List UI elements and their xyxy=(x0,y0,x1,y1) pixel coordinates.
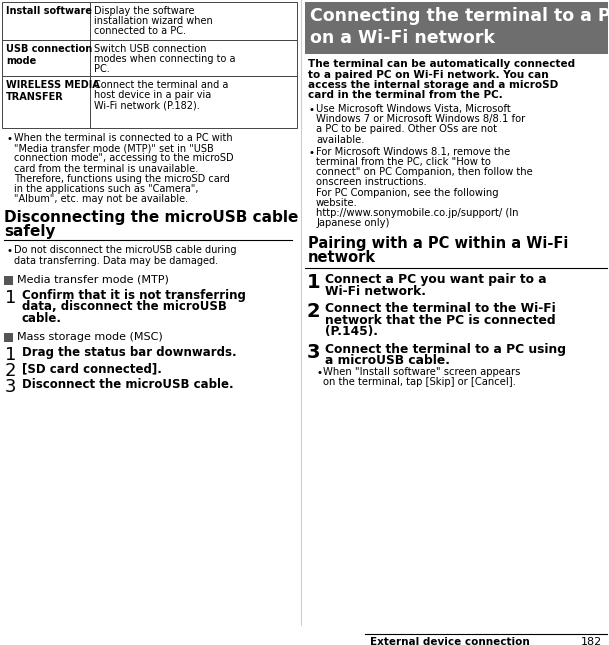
Text: "Media transfer mode (MTP)" set in "USB: "Media transfer mode (MTP)" set in "USB xyxy=(14,143,214,154)
Text: network that the PC is connected: network that the PC is connected xyxy=(325,314,555,327)
Text: Connect the terminal and a: Connect the terminal and a xyxy=(94,80,228,90)
Text: terminal from the PC, click "How to: terminal from the PC, click "How to xyxy=(316,157,491,167)
Text: 2: 2 xyxy=(5,362,16,381)
Text: Connecting the terminal to a PC: Connecting the terminal to a PC xyxy=(310,7,609,25)
Text: in the applications such as "Camera",: in the applications such as "Camera", xyxy=(14,184,199,194)
Text: [SD card connected].: [SD card connected]. xyxy=(22,362,162,375)
Text: on the terminal, tap [Skip] or [Cancel].: on the terminal, tap [Skip] or [Cancel]. xyxy=(323,377,516,387)
Text: connect" on PC Companion, then follow the: connect" on PC Companion, then follow th… xyxy=(316,167,533,177)
Text: card from the terminal is unavailable.: card from the terminal is unavailable. xyxy=(14,164,199,174)
Text: on a Wi-Fi network: on a Wi-Fi network xyxy=(310,29,495,47)
Text: a PC to be paired. Other OSs are not: a PC to be paired. Other OSs are not xyxy=(316,124,497,134)
Text: •: • xyxy=(308,148,314,158)
Text: PC.: PC. xyxy=(94,64,110,74)
Text: Japanese only): Japanese only) xyxy=(316,218,389,228)
Text: Drag the status bar downwards.: Drag the status bar downwards. xyxy=(22,346,237,359)
Text: 1: 1 xyxy=(307,273,320,292)
Text: "Album", etc. may not be available.: "Album", etc. may not be available. xyxy=(14,194,188,204)
Text: installation wizard when: installation wizard when xyxy=(94,16,213,26)
Text: External device connection: External device connection xyxy=(370,637,530,645)
Text: •: • xyxy=(6,134,12,144)
Text: When "Install software" screen appears: When "Install software" screen appears xyxy=(323,367,520,377)
Bar xyxy=(2,76,297,128)
Text: For Microsoft Windows 8.1, remove the: For Microsoft Windows 8.1, remove the xyxy=(316,147,510,157)
Text: onscreen instructions.: onscreen instructions. xyxy=(316,177,427,188)
Text: data transferring. Data may be damaged.: data transferring. Data may be damaged. xyxy=(14,255,218,266)
Text: access the internal storage and a microSD: access the internal storage and a microS… xyxy=(308,80,558,90)
Text: Install software: Install software xyxy=(6,6,92,16)
Text: Display the software: Display the software xyxy=(94,6,194,16)
Text: Media transfer mode (MTP): Media transfer mode (MTP) xyxy=(17,275,169,285)
Text: website.: website. xyxy=(316,198,358,208)
Text: Use Microsoft Windows Vista, Microsoft: Use Microsoft Windows Vista, Microsoft xyxy=(316,104,511,114)
Bar xyxy=(4,276,13,285)
Text: Connect a PC you want pair to a: Connect a PC you want pair to a xyxy=(325,273,547,286)
Text: network: network xyxy=(308,250,376,265)
Text: USB connection
mode: USB connection mode xyxy=(6,44,92,66)
Text: 1: 1 xyxy=(5,346,16,364)
Text: •: • xyxy=(6,246,12,257)
Text: When the terminal is connected to a PC with: When the terminal is connected to a PC w… xyxy=(14,133,233,143)
Text: connection mode", accessing to the microSD: connection mode", accessing to the micro… xyxy=(14,154,234,163)
Text: •: • xyxy=(316,368,322,378)
Text: Pairing with a PC within a Wi-Fi: Pairing with a PC within a Wi-Fi xyxy=(308,237,568,252)
Text: Switch USB connection: Switch USB connection xyxy=(94,44,206,54)
Text: to a paired PC on Wi-Fi network. You can: to a paired PC on Wi-Fi network. You can xyxy=(308,70,549,79)
Text: Disconnecting the microUSB cable: Disconnecting the microUSB cable xyxy=(4,210,298,225)
Text: 2: 2 xyxy=(307,303,320,321)
Text: WIRELESS MEDIA
TRANSFER: WIRELESS MEDIA TRANSFER xyxy=(6,80,100,103)
Text: http://www.sonymobile.co.jp/support/ (In: http://www.sonymobile.co.jp/support/ (In xyxy=(316,208,518,218)
Text: connected to a PC.: connected to a PC. xyxy=(94,26,186,36)
Text: safely: safely xyxy=(4,224,55,239)
Text: (P.145).: (P.145). xyxy=(325,325,378,339)
Text: available.: available. xyxy=(316,135,365,144)
Bar xyxy=(2,2,297,40)
Text: Do not disconnect the microUSB cable during: Do not disconnect the microUSB cable dur… xyxy=(14,245,236,255)
Text: For PC Companion, see the following: For PC Companion, see the following xyxy=(316,188,499,197)
Text: Connect the terminal to a PC using: Connect the terminal to a PC using xyxy=(325,343,566,356)
Text: Wi-Fi network (P.182).: Wi-Fi network (P.182). xyxy=(94,100,200,110)
Bar xyxy=(2,40,297,76)
Text: The terminal can be automatically connected: The terminal can be automatically connec… xyxy=(308,59,575,69)
Text: Connect the terminal to the Wi-Fi: Connect the terminal to the Wi-Fi xyxy=(325,303,556,315)
Text: Mass storage mode (MSC): Mass storage mode (MSC) xyxy=(17,332,163,342)
Text: Wi-Fi network.: Wi-Fi network. xyxy=(325,285,426,298)
Text: host device in a pair via: host device in a pair via xyxy=(94,90,211,100)
Text: •: • xyxy=(308,105,314,115)
Text: cable.: cable. xyxy=(22,312,62,325)
Text: 182: 182 xyxy=(581,637,602,645)
Text: data, disconnect the microUSB: data, disconnect the microUSB xyxy=(22,301,227,313)
Text: Therefore, functions using the microSD card: Therefore, functions using the microSD c… xyxy=(14,174,230,184)
Text: Confirm that it is not transferring: Confirm that it is not transferring xyxy=(22,289,246,302)
Bar xyxy=(305,2,608,54)
Text: 3: 3 xyxy=(5,379,16,396)
Text: 3: 3 xyxy=(307,343,320,362)
Text: card in the terminal from the PC.: card in the terminal from the PC. xyxy=(308,90,503,101)
Text: 1: 1 xyxy=(5,289,16,307)
Text: a microUSB cable.: a microUSB cable. xyxy=(325,354,450,368)
Text: modes when connecting to a: modes when connecting to a xyxy=(94,54,236,64)
Text: Disconnect the microUSB cable.: Disconnect the microUSB cable. xyxy=(22,379,234,392)
Bar xyxy=(4,333,13,342)
Text: Windows 7 or Microsoft Windows 8/8.1 for: Windows 7 or Microsoft Windows 8/8.1 for xyxy=(316,114,525,124)
